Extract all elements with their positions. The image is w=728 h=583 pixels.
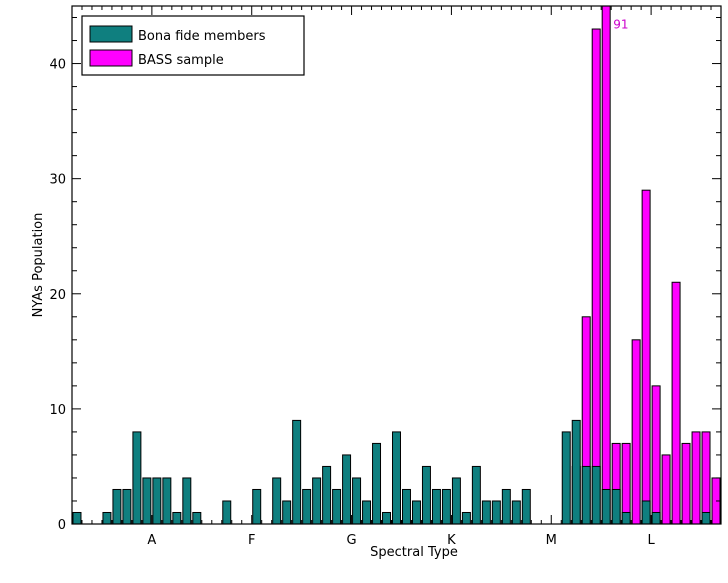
- bar-bona-fide: [481, 500, 491, 525]
- y-axis-title: NYAs Population: [31, 213, 46, 318]
- x-axis-title: Spectral Type: [370, 545, 458, 560]
- axes-layer: [71, 5, 722, 525]
- bar-bona-fide: [362, 500, 372, 525]
- legend-label-bona-fide: Bona fide members: [138, 29, 266, 44]
- bar-bona-fide: [252, 488, 262, 525]
- bar-bona-fide: [172, 511, 182, 525]
- bar-bona-fide: [302, 488, 312, 525]
- x-tick-label: F: [248, 533, 255, 548]
- bar-bona-fide: [392, 431, 401, 525]
- bar-bona-fide: [611, 488, 621, 525]
- bar-bass: [651, 385, 661, 525]
- bar-bona-fide: [701, 511, 711, 525]
- bar-bona-fide: [122, 488, 132, 525]
- x-tick-label: L: [647, 533, 655, 548]
- bar-bona-fide: [411, 500, 421, 525]
- bar-bona-fide: [102, 511, 112, 525]
- bar-bona-fide: [272, 477, 282, 525]
- bar-bass: [631, 339, 641, 525]
- legend-label-bass: BASS sample: [138, 53, 224, 68]
- bar-bona-fide: [501, 488, 511, 525]
- bar-bona-fide: [152, 477, 162, 525]
- plot-frame: [71, 5, 722, 525]
- bar-bona-fide: [352, 477, 362, 525]
- y-tick-label: 0: [58, 518, 66, 533]
- bar-bona-fide: [431, 488, 441, 525]
- bar-bona-fide: [401, 488, 411, 525]
- bar-bona-fide: [521, 488, 531, 525]
- bar-bona-fide: [282, 500, 292, 525]
- bar-bona-fide: [651, 511, 661, 525]
- bar-bass: [691, 431, 701, 525]
- tick-labels-layer: 0 10 20 30 40 A F G K M L: [49, 58, 655, 548]
- bar-bona-fide: [162, 477, 172, 525]
- bar-bass: [701, 431, 711, 525]
- bar-bass: [601, 5, 611, 525]
- y-tick-label: 30: [49, 173, 66, 188]
- x-tick-label: A: [147, 533, 156, 548]
- bar-bona-fide: [382, 511, 391, 525]
- bar-bona-fide: [342, 454, 352, 525]
- x-tick-label: G: [347, 533, 357, 548]
- bar-bona-fide: [641, 500, 651, 525]
- legend: Bona fide members BASS sample: [81, 15, 305, 76]
- bar-bass: [671, 281, 681, 525]
- y-tick-label: 10: [49, 403, 66, 418]
- x-tick-label: M: [546, 533, 557, 548]
- bar-bass: [681, 442, 691, 525]
- bar-bona-fide: [192, 511, 202, 525]
- bar-bona-fide: [72, 511, 82, 525]
- legend-swatch-bona-fide: [89, 25, 133, 43]
- bar-overflow-annotation: 91: [613, 17, 628, 31]
- bar-bona-fide: [491, 500, 501, 525]
- legend-swatch-bass: [89, 49, 133, 67]
- bar-bona-fide: [142, 477, 152, 525]
- bar-bona-fide: [182, 477, 192, 525]
- bar-bona-fide: [322, 465, 332, 525]
- bars-layer: [72, 5, 721, 525]
- bar-bona-fide: [451, 477, 461, 525]
- bar-bona-fide: [112, 488, 122, 525]
- bar-bona-fide: [461, 511, 471, 525]
- bar-bass: [641, 189, 651, 525]
- bar-bass: [621, 442, 631, 525]
- bar-bona-fide: [372, 442, 382, 525]
- bar-bona-fide: [571, 419, 581, 525]
- x-tick-label: K: [447, 533, 456, 548]
- bar-bona-fide: [601, 488, 611, 525]
- bar-bona-fide: [471, 465, 481, 525]
- bar-bona-fide: [332, 488, 342, 525]
- bar-bona-fide: [511, 500, 521, 525]
- bar-bona-fide: [581, 465, 591, 525]
- bar-bona-fide: [292, 419, 302, 525]
- y-tick-label: 40: [49, 58, 66, 73]
- bar-bona-fide: [421, 465, 431, 525]
- bar-bona-fide: [222, 500, 232, 525]
- y-tick-label: 20: [49, 288, 66, 303]
- bar-bass: [591, 28, 601, 525]
- bar-bona-fide: [591, 465, 601, 525]
- bar-bona-fide: [561, 431, 571, 525]
- bar-bass: [661, 454, 671, 525]
- bar-bona-fide: [621, 511, 631, 525]
- bar-bona-fide: [312, 477, 322, 525]
- bar-bona-fide: [441, 488, 451, 525]
- bar-bona-fide: [132, 431, 142, 525]
